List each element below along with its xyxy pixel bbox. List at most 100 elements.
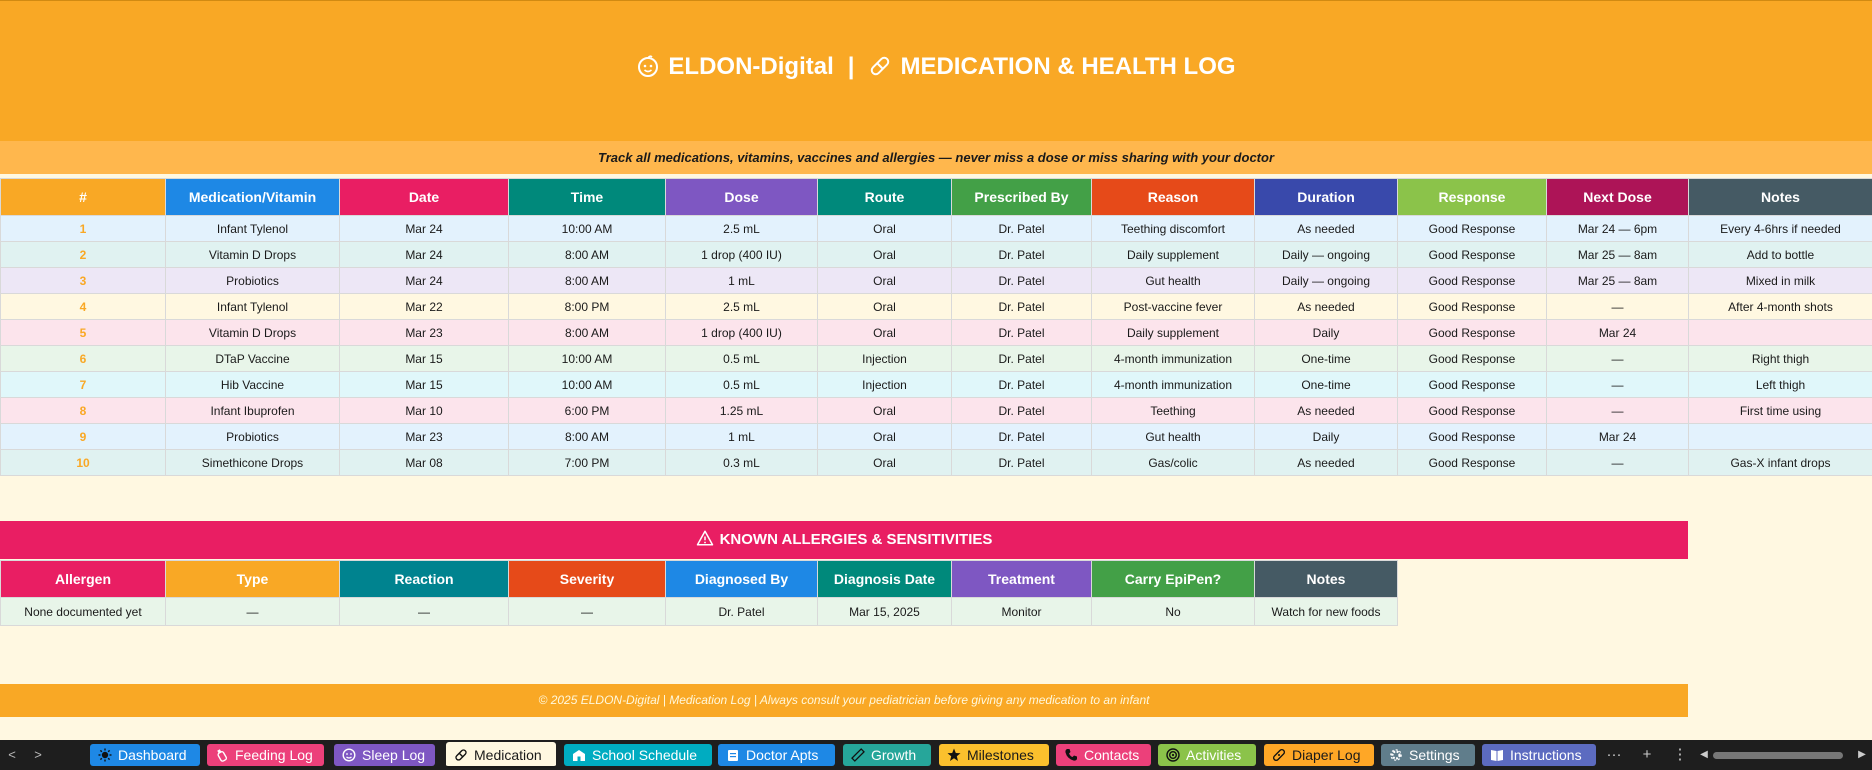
table-cell[interactable]: Daily — ongoing xyxy=(1254,267,1398,294)
col-header-reason[interactable]: Reason xyxy=(1091,178,1255,216)
allergy-cell[interactable]: Watch for new foods xyxy=(1254,597,1398,626)
table-cell[interactable]: Mar 25 — 8am xyxy=(1546,267,1689,294)
table-cell[interactable]: Dr. Patel xyxy=(951,345,1092,372)
sheet-menu-button[interactable]: ⋮ xyxy=(1672,746,1688,763)
col-header-dose[interactable]: Dose xyxy=(665,178,818,216)
table-cell[interactable]: Good Response xyxy=(1397,397,1547,424)
tab-settings[interactable]: Settings xyxy=(1381,744,1475,766)
table-cell[interactable]: Oral xyxy=(817,319,952,346)
table-cell[interactable]: One-time xyxy=(1254,345,1398,372)
table-cell[interactable]: 10:00 AM xyxy=(508,371,666,398)
allergy-cell[interactable]: Mar 15, 2025 xyxy=(817,597,952,626)
table-cell[interactable]: Right thigh xyxy=(1688,345,1872,372)
table-cell[interactable]: Oral xyxy=(817,241,952,268)
table-cell[interactable]: Good Response xyxy=(1397,215,1547,242)
table-cell[interactable]: 0.3 mL xyxy=(665,449,818,476)
table-cell[interactable]: Oral xyxy=(817,293,952,320)
table-cell[interactable]: 3 xyxy=(0,267,166,294)
table-cell[interactable]: Oral xyxy=(817,215,952,242)
allergy-cell[interactable]: — xyxy=(508,597,666,626)
table-cell[interactable]: Mar 24 xyxy=(1546,423,1689,450)
table-cell[interactable] xyxy=(1688,423,1872,450)
allergy-col-header-diagnosed-by[interactable]: Diagnosed By xyxy=(665,560,818,598)
tab-feeding-log[interactable]: Feeding Log xyxy=(207,744,324,766)
table-cell[interactable]: 8:00 PM xyxy=(508,293,666,320)
table-cell[interactable]: Daily xyxy=(1254,423,1398,450)
table-cell[interactable]: Mar 15 xyxy=(339,371,509,398)
table-cell[interactable]: Gut health xyxy=(1091,267,1255,294)
table-cell[interactable]: As needed xyxy=(1254,449,1398,476)
allergy-cell[interactable]: — xyxy=(165,597,340,626)
col-header-prescribed-by[interactable]: Prescribed By xyxy=(951,178,1092,216)
table-cell[interactable]: 1 drop (400 IU) xyxy=(665,319,818,346)
table-cell[interactable]: Dr. Patel xyxy=(951,423,1092,450)
col-header-time[interactable]: Time xyxy=(508,178,666,216)
table-cell[interactable]: After 4-month shots xyxy=(1688,293,1872,320)
table-cell[interactable]: Mar 24 xyxy=(339,267,509,294)
table-cell[interactable]: 4-month immunization xyxy=(1091,371,1255,398)
tab-growth[interactable]: Growth xyxy=(843,744,931,766)
scroll-right-icon[interactable]: ▶ xyxy=(1858,749,1866,760)
table-cell[interactable]: 6:00 PM xyxy=(508,397,666,424)
table-cell[interactable]: Oral xyxy=(817,267,952,294)
table-cell[interactable]: 6 xyxy=(0,345,166,372)
tab-activities[interactable]: Activities xyxy=(1158,744,1256,766)
scroll-left-icon[interactable]: ◀ xyxy=(1700,749,1708,760)
table-cell[interactable]: Simethicone Drops xyxy=(165,449,340,476)
table-cell[interactable]: Dr. Patel xyxy=(951,267,1092,294)
table-cell[interactable]: 2.5 mL xyxy=(665,293,818,320)
table-cell[interactable]: Mar 25 — 8am xyxy=(1546,241,1689,268)
table-cell[interactable]: Daily xyxy=(1254,319,1398,346)
table-cell[interactable]: Left thigh xyxy=(1688,371,1872,398)
table-cell[interactable]: Good Response xyxy=(1397,345,1547,372)
table-cell[interactable]: 0.5 mL xyxy=(665,345,818,372)
prev-sheet-button[interactable]: < xyxy=(8,747,16,762)
table-cell[interactable]: Infant Tylenol xyxy=(165,215,340,242)
table-cell[interactable]: — xyxy=(1546,345,1689,372)
allergy-col-header-allergen[interactable]: Allergen xyxy=(0,560,166,598)
table-cell[interactable]: 1 drop (400 IU) xyxy=(665,241,818,268)
allergy-col-header-reaction[interactable]: Reaction xyxy=(339,560,509,598)
table-cell[interactable] xyxy=(1688,319,1872,346)
table-cell[interactable]: Dr. Patel xyxy=(951,449,1092,476)
table-cell[interactable]: Gas/colic xyxy=(1091,449,1255,476)
allergy-col-header-treatment[interactable]: Treatment xyxy=(951,560,1092,598)
table-cell[interactable]: Mar 10 xyxy=(339,397,509,424)
table-cell[interactable]: Infant Tylenol xyxy=(165,293,340,320)
allergy-col-header-diagnosis-date[interactable]: Diagnosis Date xyxy=(817,560,952,598)
table-cell[interactable]: 1 xyxy=(0,215,166,242)
allergy-cell[interactable]: Monitor xyxy=(951,597,1092,626)
table-cell[interactable]: Probiotics xyxy=(165,267,340,294)
table-cell[interactable]: 0.5 mL xyxy=(665,371,818,398)
next-sheet-button[interactable]: > xyxy=(34,747,42,762)
table-cell[interactable]: Injection xyxy=(817,345,952,372)
table-cell[interactable]: Daily supplement xyxy=(1091,241,1255,268)
table-cell[interactable]: Good Response xyxy=(1397,449,1547,476)
table-cell[interactable]: 4 xyxy=(0,293,166,320)
table-cell[interactable]: Mar 24 xyxy=(339,241,509,268)
col-header-date[interactable]: Date xyxy=(339,178,509,216)
tab-dashboard[interactable]: Dashboard xyxy=(90,744,200,766)
table-cell[interactable]: Dr. Patel xyxy=(951,319,1092,346)
table-cell[interactable]: 1 mL xyxy=(665,267,818,294)
more-sheets-button[interactable]: ··· xyxy=(1606,746,1622,763)
table-cell[interactable]: Dr. Patel xyxy=(951,293,1092,320)
table-cell[interactable]: 7 xyxy=(0,371,166,398)
table-cell[interactable]: Mar 24 xyxy=(1546,319,1689,346)
tab-contacts[interactable]: Contacts xyxy=(1056,744,1151,766)
allergy-col-header-carry-epipen[interactable]: Carry EpiPen? xyxy=(1091,560,1255,598)
col-header-route[interactable]: Route xyxy=(817,178,952,216)
table-cell[interactable]: Mar 22 xyxy=(339,293,509,320)
table-cell[interactable]: Probiotics xyxy=(165,423,340,450)
table-cell[interactable]: 8:00 AM xyxy=(508,267,666,294)
tab-diaper-log[interactable]: Diaper Log xyxy=(1264,744,1374,766)
table-cell[interactable]: DTaP Vaccine xyxy=(165,345,340,372)
allergy-col-header-type[interactable]: Type xyxy=(165,560,340,598)
allergy-col-header-severity[interactable]: Severity xyxy=(508,560,666,598)
table-cell[interactable]: 1.25 mL xyxy=(665,397,818,424)
col-header-response[interactable]: Response xyxy=(1397,178,1547,216)
table-cell[interactable]: Teething discomfort xyxy=(1091,215,1255,242)
table-cell[interactable]: First time using xyxy=(1688,397,1872,424)
col-header-number[interactable]: # xyxy=(0,178,166,216)
table-cell[interactable]: 8:00 AM xyxy=(508,241,666,268)
